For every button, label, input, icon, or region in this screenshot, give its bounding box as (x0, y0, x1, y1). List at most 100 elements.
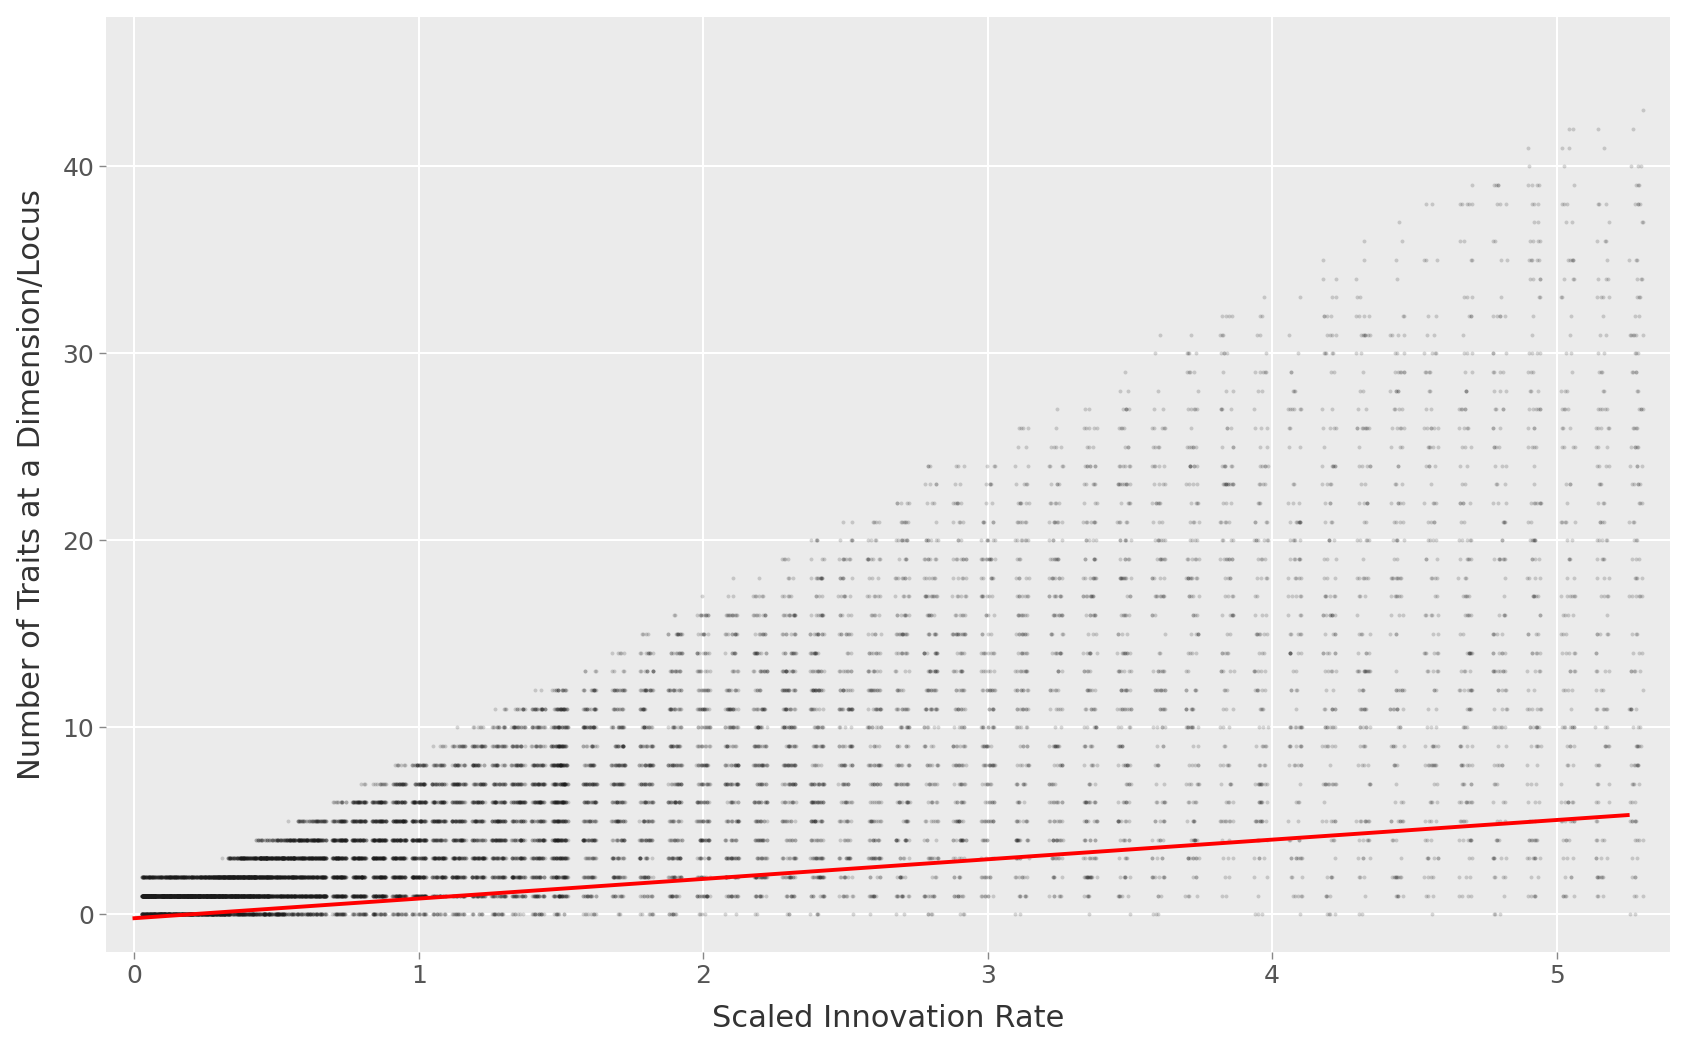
Point (1218, 550, 1245, 567)
Point (348, 868, 375, 885)
Point (506, 849, 533, 866)
Point (294, 906, 321, 923)
Point (668, 775, 695, 792)
Point (626, 832, 653, 848)
Point (206, 887, 233, 904)
Point (147, 887, 174, 904)
Point (481, 794, 508, 811)
Point (810, 775, 837, 792)
Point (461, 738, 488, 755)
Point (208, 868, 234, 885)
Point (341, 813, 368, 830)
Point (1081, 607, 1108, 624)
Point (633, 663, 660, 679)
Point (148, 887, 175, 904)
Point (140, 887, 167, 904)
Point (179, 887, 206, 904)
Point (332, 849, 359, 866)
Point (924, 719, 951, 736)
Point (263, 868, 290, 885)
Point (386, 868, 413, 885)
Point (432, 813, 459, 830)
Point (1311, 251, 1338, 268)
Point (479, 813, 506, 830)
Point (405, 868, 432, 885)
Point (175, 887, 202, 904)
Point (1073, 719, 1100, 736)
Point (380, 868, 407, 885)
Point (278, 868, 305, 885)
Point (805, 645, 832, 662)
Point (261, 887, 288, 904)
Point (152, 887, 179, 904)
Point (233, 887, 260, 904)
Point (216, 906, 243, 923)
Point (806, 868, 833, 885)
Point (258, 887, 285, 904)
Point (548, 832, 575, 848)
Point (690, 626, 717, 643)
Point (628, 775, 655, 792)
Point (526, 794, 553, 811)
Point (697, 868, 724, 885)
Point (234, 906, 261, 923)
Point (160, 887, 187, 904)
Point (717, 700, 744, 717)
Point (422, 868, 449, 885)
Point (287, 887, 314, 904)
Point (175, 887, 202, 904)
Point (344, 813, 371, 830)
Point (449, 832, 476, 848)
Point (132, 887, 159, 904)
Point (1285, 569, 1312, 586)
Point (189, 906, 216, 923)
Point (751, 756, 778, 773)
Point (425, 906, 452, 923)
Point (282, 868, 309, 885)
Point (400, 868, 427, 885)
Point (444, 868, 471, 885)
Point (381, 813, 408, 830)
Point (1144, 681, 1171, 698)
Point (580, 681, 607, 698)
Point (526, 813, 553, 830)
Point (521, 887, 548, 904)
Point (327, 832, 354, 848)
Point (294, 868, 321, 885)
Point (1309, 738, 1336, 755)
Point (167, 906, 194, 923)
Point (420, 906, 447, 923)
Point (607, 756, 634, 773)
Point (229, 887, 256, 904)
Point (154, 906, 181, 923)
Point (724, 756, 751, 773)
Point (187, 887, 214, 904)
Point (349, 887, 376, 904)
Point (1378, 569, 1405, 586)
Point (1036, 738, 1063, 755)
Point (520, 775, 547, 792)
Point (386, 887, 413, 904)
Point (442, 868, 469, 885)
Point (466, 868, 493, 885)
Point (167, 887, 194, 904)
Point (209, 906, 236, 923)
Point (228, 906, 255, 923)
Point (381, 868, 408, 885)
Point (140, 887, 167, 904)
Point (219, 887, 246, 904)
Point (265, 868, 292, 885)
Point (216, 868, 243, 885)
Point (229, 906, 256, 923)
Point (828, 700, 855, 717)
Point (579, 775, 606, 792)
Point (256, 849, 283, 866)
Point (946, 832, 973, 848)
Point (400, 868, 427, 885)
Point (246, 887, 273, 904)
Point (172, 887, 199, 904)
Point (327, 868, 354, 885)
Point (579, 887, 606, 904)
Point (808, 719, 835, 736)
Point (855, 849, 882, 866)
